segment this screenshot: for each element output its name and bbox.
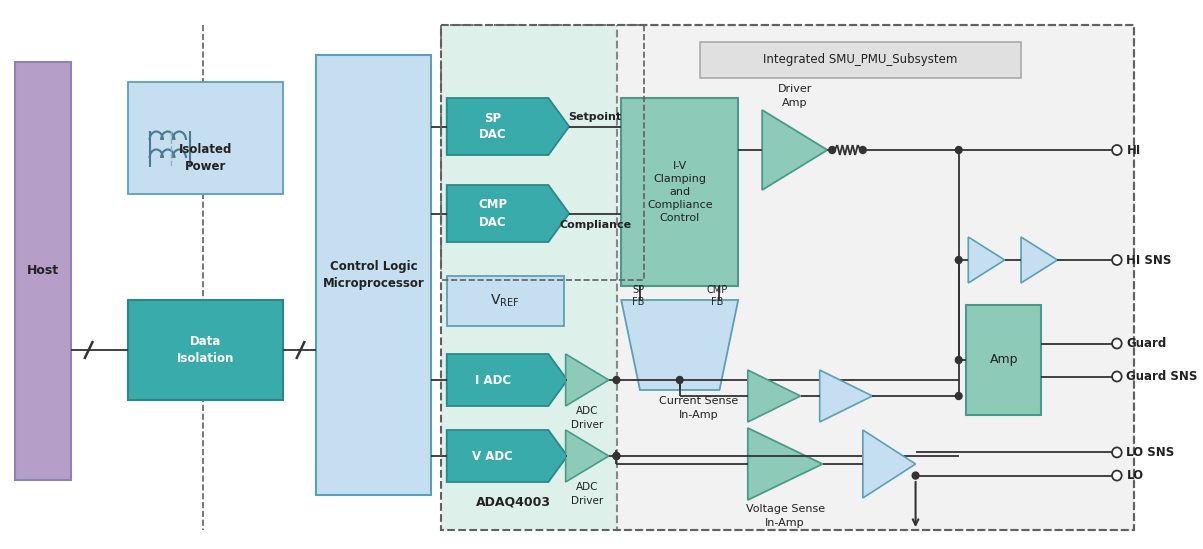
Bar — [316, 55, 432, 495]
Polygon shape — [819, 370, 872, 422]
Text: Voltage Sense
In-Amp: Voltage Sense In-Amp — [746, 505, 825, 528]
Circle shape — [614, 377, 620, 384]
Text: CMP
DAC: CMP DAC — [479, 199, 508, 228]
Circle shape — [1112, 447, 1121, 457]
Text: I ADC: I ADC — [475, 373, 511, 386]
Bar — [16, 62, 71, 480]
Polygon shape — [446, 185, 569, 242]
Text: CMP: CMP — [706, 285, 728, 295]
Text: LO: LO — [1126, 469, 1144, 482]
Text: Data
Isolation: Data Isolation — [177, 335, 233, 365]
Bar — [442, 25, 1134, 530]
Text: Setpoint: Setpoint — [569, 111, 622, 121]
Polygon shape — [446, 98, 569, 155]
Bar — [442, 25, 645, 280]
Polygon shape — [748, 428, 823, 500]
Polygon shape — [1021, 237, 1057, 283]
Text: Current Sense
In-Amp: Current Sense In-Amp — [659, 396, 739, 419]
Circle shape — [1112, 372, 1121, 382]
Polygon shape — [446, 430, 568, 482]
Polygon shape — [621, 300, 739, 390]
Text: FB: FB — [711, 297, 723, 307]
Text: HI SNS: HI SNS — [1126, 254, 1172, 266]
Bar — [446, 276, 564, 326]
Text: LO SNS: LO SNS — [1126, 446, 1175, 459]
Polygon shape — [763, 110, 828, 190]
Text: ADC
Driver: ADC Driver — [571, 406, 604, 430]
Bar — [442, 25, 645, 530]
Bar — [621, 98, 739, 286]
Text: Compliance: Compliance — [559, 221, 632, 231]
Circle shape — [955, 256, 962, 264]
Circle shape — [614, 452, 620, 460]
Text: Driver
Amp: Driver Amp — [777, 85, 812, 108]
Text: Integrated SMU_PMU_Subsystem: Integrated SMU_PMU_Subsystem — [763, 53, 958, 66]
Circle shape — [1112, 255, 1121, 265]
Polygon shape — [565, 430, 609, 482]
Circle shape — [676, 377, 683, 384]
Circle shape — [955, 393, 962, 400]
Circle shape — [955, 356, 962, 363]
Circle shape — [1112, 145, 1121, 155]
Text: FB: FB — [633, 297, 645, 307]
Text: Control Logic
Microprocessor: Control Logic Microprocessor — [324, 260, 425, 290]
Text: ADC
Driver: ADC Driver — [571, 483, 604, 506]
Text: Guard: Guard — [1126, 337, 1167, 350]
Circle shape — [829, 147, 836, 154]
Polygon shape — [565, 354, 609, 406]
Bar — [700, 42, 1021, 78]
Text: ADAQ4003: ADAQ4003 — [476, 496, 551, 508]
Bar — [966, 305, 1041, 415]
Text: SP
DAC: SP DAC — [479, 111, 506, 142]
Polygon shape — [968, 237, 1005, 283]
Text: HI: HI — [1126, 143, 1140, 156]
Text: I-V
Clamping
and
Compliance
Control: I-V Clamping and Compliance Control — [647, 161, 712, 223]
Text: $\mathregular{V_{REF}}$: $\mathregular{V_{REF}}$ — [491, 293, 520, 309]
Polygon shape — [446, 354, 568, 406]
Polygon shape — [748, 370, 800, 422]
Bar — [128, 300, 283, 400]
Bar — [128, 82, 283, 194]
Text: Isolated
Power: Isolated Power — [178, 143, 232, 173]
Polygon shape — [863, 430, 915, 498]
Circle shape — [1112, 339, 1121, 349]
Circle shape — [1112, 470, 1121, 480]
Text: Amp: Amp — [990, 354, 1018, 367]
Text: SP: SP — [633, 285, 645, 295]
Text: Guard SNS: Guard SNS — [1126, 370, 1198, 383]
Circle shape — [614, 452, 620, 460]
Circle shape — [912, 472, 919, 479]
Text: V ADC: V ADC — [473, 450, 514, 462]
Bar — [617, 25, 1134, 530]
Circle shape — [955, 147, 962, 154]
Circle shape — [859, 147, 866, 154]
Text: Host: Host — [28, 265, 59, 277]
